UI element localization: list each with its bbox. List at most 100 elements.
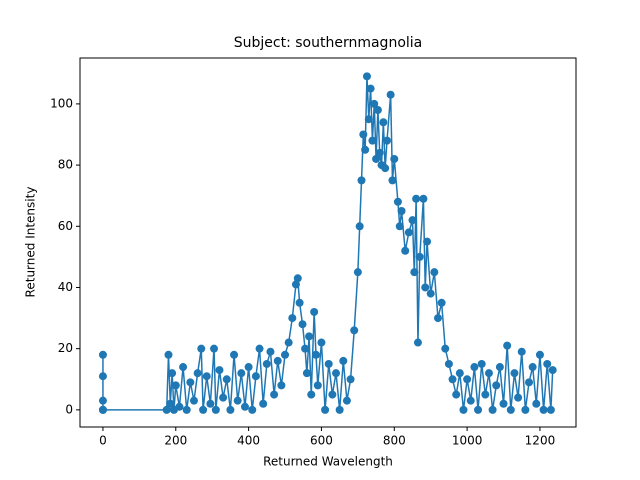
- data-point: [175, 402, 184, 411]
- data-point: [388, 176, 397, 185]
- data-point: [193, 369, 202, 378]
- data-point: [395, 222, 404, 231]
- data-point: [452, 390, 461, 399]
- x-axis-label: Returned Wavelength: [263, 455, 393, 469]
- data-point: [199, 405, 208, 414]
- data-point: [543, 359, 552, 368]
- y-axis-label: Returned Intensity: [24, 187, 38, 298]
- data-point: [298, 320, 307, 329]
- data-point: [362, 72, 371, 81]
- data-point: [539, 405, 548, 414]
- data-point: [484, 369, 493, 378]
- plot-area: [98, 72, 557, 414]
- data-point: [270, 390, 279, 399]
- data-point: [350, 326, 359, 335]
- data-point: [168, 369, 177, 378]
- data-point: [328, 390, 337, 399]
- x-tick-label: 0: [99, 434, 107, 448]
- data-point: [379, 118, 388, 127]
- data-point: [233, 396, 242, 405]
- data-point: [335, 405, 344, 414]
- data-point: [444, 359, 453, 368]
- data-point: [381, 164, 390, 173]
- data-point: [307, 390, 316, 399]
- data-point: [372, 154, 381, 163]
- data-point: [463, 375, 472, 384]
- data-point: [353, 268, 362, 277]
- data-point: [404, 228, 413, 237]
- data-point: [397, 206, 406, 215]
- chart-title: Subject: southernmagnolia: [234, 35, 423, 51]
- data-point: [255, 344, 264, 353]
- data-point: [441, 344, 450, 353]
- data-point: [310, 307, 319, 316]
- data-point: [98, 405, 107, 414]
- data-point: [222, 375, 231, 384]
- data-point: [401, 246, 410, 255]
- data-point: [466, 396, 475, 405]
- data-point: [357, 176, 366, 185]
- data-point: [366, 84, 375, 93]
- x-tick-label: 400: [237, 434, 260, 448]
- data-point: [339, 356, 348, 365]
- data-point: [386, 90, 395, 99]
- data-point: [277, 381, 286, 390]
- data-point: [470, 363, 479, 372]
- data-point: [364, 115, 373, 124]
- data-point: [284, 338, 293, 347]
- y-tick-label: 20: [58, 341, 73, 355]
- data-point: [506, 405, 515, 414]
- data-point: [215, 366, 224, 375]
- data-point: [368, 136, 377, 145]
- data-point: [495, 363, 504, 372]
- data-point: [273, 356, 282, 365]
- data-point: [510, 369, 519, 378]
- data-point: [189, 396, 198, 405]
- data-point: [546, 405, 555, 414]
- data-point: [355, 222, 364, 231]
- data-point: [373, 106, 382, 115]
- data-point: [517, 347, 526, 356]
- data-point: [408, 216, 417, 225]
- x-tick-label: 1200: [525, 434, 556, 448]
- data-point: [528, 363, 537, 372]
- data-point: [324, 359, 333, 368]
- data-point: [206, 399, 215, 408]
- x-tick-label: 800: [383, 434, 406, 448]
- data-point: [293, 274, 302, 283]
- data-point: [291, 280, 300, 289]
- data-point: [162, 405, 171, 414]
- data-point: [179, 363, 188, 372]
- data-point: [210, 344, 219, 353]
- data-point: [98, 396, 107, 405]
- data-point: [535, 350, 544, 359]
- data-point: [302, 369, 311, 378]
- y-tick-label: 100: [50, 96, 73, 110]
- data-point: [370, 99, 379, 108]
- data-point: [301, 344, 310, 353]
- data-point: [430, 268, 439, 277]
- data-point: [244, 363, 253, 372]
- axes-frame: [79, 57, 577, 428]
- data-point: [164, 350, 173, 359]
- data-point: [421, 283, 430, 292]
- data-point: [305, 332, 314, 341]
- x-tick-label: 200: [164, 434, 187, 448]
- data-point: [182, 405, 191, 414]
- data-point: [311, 350, 320, 359]
- data-point: [332, 369, 341, 378]
- data-point: [321, 405, 330, 414]
- data-point: [521, 405, 530, 414]
- data-point: [390, 154, 399, 163]
- data-point: [393, 197, 402, 206]
- data-point: [266, 347, 275, 356]
- data-point: [532, 399, 541, 408]
- data-point: [492, 381, 501, 390]
- data-point: [251, 372, 260, 381]
- data-point: [211, 405, 220, 414]
- data-point: [514, 393, 523, 402]
- data-point: [503, 341, 512, 350]
- data-point: [415, 252, 424, 261]
- data-point: [171, 381, 180, 390]
- y-tick-label: 80: [58, 158, 73, 172]
